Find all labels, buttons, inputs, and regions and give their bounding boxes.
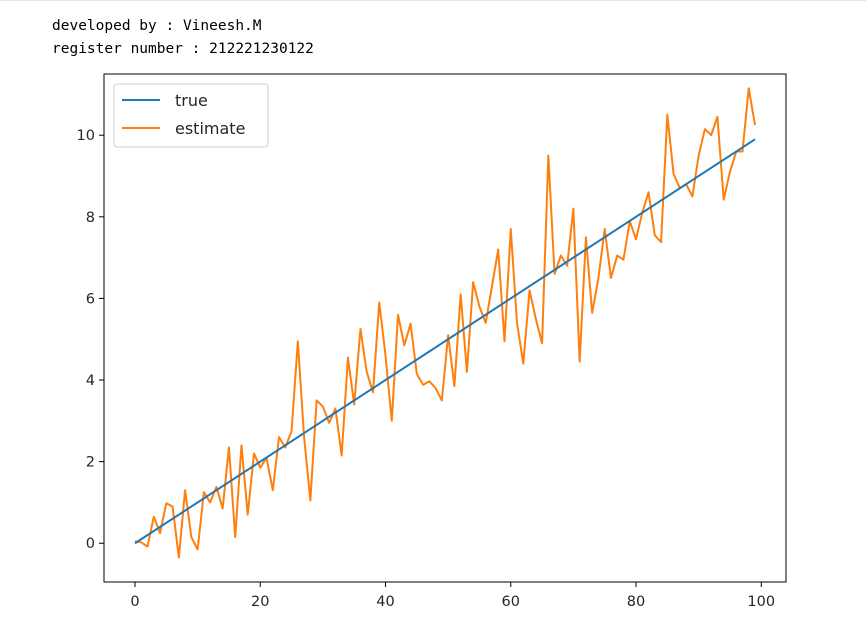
- y-tick-label: 4: [86, 373, 95, 389]
- axes-frame: [103, 73, 787, 583]
- y-tick-label: 8: [86, 210, 95, 226]
- y-tick-label: 6: [86, 291, 95, 307]
- top-divider: [0, 0, 866, 1]
- y-tick-label: 10: [77, 128, 95, 144]
- x-tick-label: 40: [376, 594, 394, 610]
- series-line-estimate: [134, 87, 756, 559]
- x-tick-label: 100: [747, 594, 775, 610]
- legend-label-estimate: estimate: [175, 119, 245, 138]
- console-line-register: register number : 212221230122: [52, 41, 314, 57]
- y-tick-label: 2: [86, 455, 95, 471]
- console-line-developer: developed by : Vineesh.M: [52, 18, 262, 34]
- series-lines: [134, 87, 756, 559]
- y-tick-label: 0: [86, 536, 95, 552]
- x-tick-label: 20: [251, 594, 269, 610]
- y-axis-ticks: 0 2 4 6 8 10: [77, 128, 104, 552]
- legend: true estimate: [113, 83, 269, 148]
- series-line-true: [134, 138, 756, 545]
- console-output: developed by : Vineesh.M register number…: [52, 15, 314, 61]
- legend-label-true: true: [175, 91, 208, 110]
- x-tick-label: 80: [627, 594, 645, 610]
- x-tick-label: 60: [502, 594, 520, 610]
- x-axis-ticks: 0 20 40 60 80 100: [130, 582, 775, 610]
- x-tick-label: 0: [130, 594, 139, 610]
